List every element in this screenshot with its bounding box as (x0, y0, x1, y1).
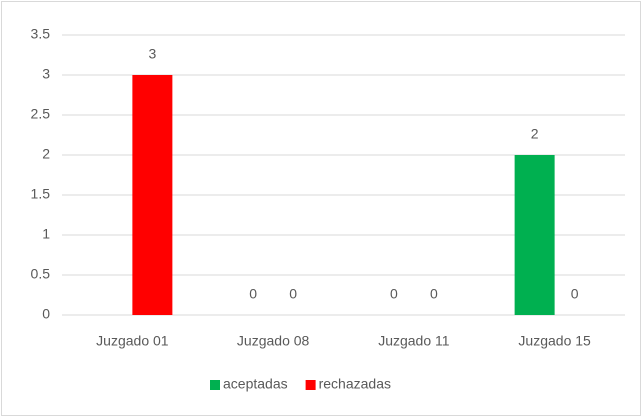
data-label: 3 (148, 46, 156, 62)
y-tick-label: 3 (42, 66, 50, 82)
bar (514, 155, 555, 315)
data-label: 0 (390, 286, 398, 302)
legend-swatch (210, 380, 220, 390)
y-tick-label: 2.5 (31, 106, 51, 122)
y-tick-label: 3.5 (31, 26, 51, 42)
data-label: 0 (289, 286, 297, 302)
data-label: 0 (571, 286, 579, 302)
data-label: 0 (249, 286, 257, 302)
y-tick-label: 2 (42, 146, 50, 162)
legend-label: rechazadas (319, 376, 391, 392)
x-tick-label: Juzgado 15 (518, 333, 591, 349)
y-tick-label: 0 (42, 306, 50, 322)
y-tick-label: 0.5 (31, 266, 51, 282)
x-tick-label: Juzgado 01 (96, 333, 169, 349)
legend-label: aceptadas (223, 376, 288, 392)
data-label: 0 (430, 286, 438, 302)
bar (132, 75, 173, 315)
y-tick-label: 1 (42, 226, 50, 242)
legend-swatch (305, 380, 316, 390)
y-tick-label: 1.5 (31, 186, 51, 202)
data-label: 2 (531, 126, 539, 142)
x-tick-label: Juzgado 08 (237, 333, 310, 349)
x-tick-label: Juzgado 11 (378, 333, 450, 349)
